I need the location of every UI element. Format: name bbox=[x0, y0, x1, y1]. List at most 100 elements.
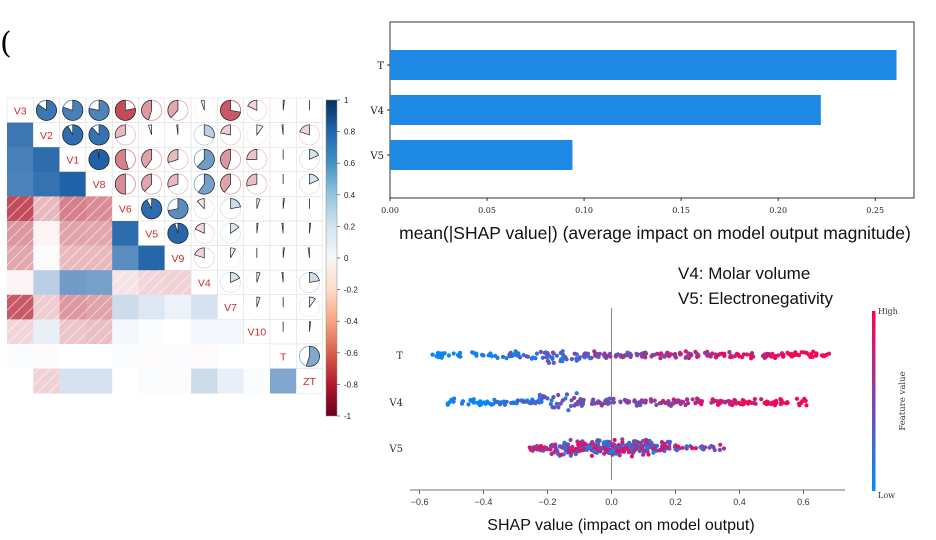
annotation-v5: V5: Electronegativity bbox=[678, 289, 833, 308]
swarm-x-axis-label: SHAP value (impact on model output) bbox=[487, 517, 754, 534]
swarm-point bbox=[531, 399, 536, 404]
corr-pie-outline bbox=[246, 247, 268, 269]
corr-pie bbox=[176, 124, 179, 135]
swarm-point bbox=[718, 399, 723, 404]
corr-pie bbox=[220, 99, 241, 121]
corr-pie bbox=[197, 173, 215, 195]
swarm-point bbox=[708, 354, 713, 359]
corr-pie bbox=[281, 222, 284, 234]
swarm-point bbox=[611, 396, 616, 401]
corr-variable-label: V1 bbox=[66, 155, 79, 167]
corr-cell-lower bbox=[243, 344, 271, 369]
swarm-point bbox=[442, 351, 447, 356]
swarm-point bbox=[500, 354, 506, 359]
swarm-point bbox=[680, 445, 685, 450]
swarm-point bbox=[778, 397, 783, 402]
corr-pie bbox=[281, 272, 284, 283]
swarm-point bbox=[769, 354, 774, 359]
swarm-point bbox=[521, 399, 526, 404]
corr-cell-hatch bbox=[7, 294, 34, 320]
corr-cell-diagonal bbox=[296, 368, 323, 394]
corr-pie bbox=[247, 99, 258, 111]
swarm-point bbox=[553, 444, 558, 449]
swarm-point bbox=[436, 355, 441, 360]
shap-bar bbox=[390, 50, 897, 80]
corr-colorbar-tick-label: 0.6 bbox=[344, 159, 356, 168]
swarm-point bbox=[659, 446, 665, 451]
swarm-point bbox=[693, 400, 698, 405]
swarm-point bbox=[528, 447, 533, 452]
swarm-point bbox=[561, 355, 566, 360]
swarm-point bbox=[601, 442, 607, 447]
swarm-colorbar-title: Feature value bbox=[898, 371, 908, 430]
swarm-point bbox=[550, 405, 555, 410]
swarm-point bbox=[766, 352, 771, 357]
corr-pie bbox=[62, 124, 84, 146]
swarm-point bbox=[651, 450, 656, 455]
swarm-point bbox=[709, 400, 714, 405]
corr-pie bbox=[230, 247, 236, 259]
swarm-point bbox=[642, 448, 647, 453]
bar-category-label: T bbox=[377, 61, 384, 72]
swarm-point bbox=[662, 441, 667, 446]
corr-pie bbox=[114, 124, 126, 139]
corr-pie bbox=[88, 149, 110, 170]
corr-colorbar-tick-label: 0 bbox=[344, 254, 349, 263]
corr-cell-lower bbox=[270, 368, 297, 394]
swarm-point bbox=[598, 449, 603, 454]
swarm-point bbox=[430, 352, 435, 357]
swarm-point bbox=[616, 449, 621, 454]
swarm-point bbox=[611, 400, 616, 405]
swarm-point bbox=[558, 401, 563, 406]
swarm-point bbox=[549, 398, 554, 403]
corr-pie bbox=[246, 149, 258, 160]
corr-cell-hatch bbox=[7, 196, 34, 222]
corr-pie bbox=[36, 99, 57, 121]
swarm-point bbox=[582, 442, 587, 447]
swarm-point bbox=[548, 447, 553, 452]
corr-cell-lower bbox=[217, 319, 244, 345]
swarm-point bbox=[550, 355, 555, 360]
swarm-point bbox=[485, 399, 490, 404]
swarm-point bbox=[675, 444, 681, 449]
swarm-point bbox=[560, 359, 565, 364]
swarm-point bbox=[565, 442, 570, 447]
swarm-point bbox=[752, 400, 757, 406]
corr-pie bbox=[148, 124, 152, 136]
swarm-point bbox=[648, 397, 654, 402]
corr-cell-hatch bbox=[85, 196, 113, 222]
shap-bar bbox=[390, 95, 821, 125]
swarm-point bbox=[712, 447, 717, 453]
corr-pie bbox=[230, 222, 240, 234]
corr-pie bbox=[246, 173, 258, 187]
corr-pie bbox=[230, 198, 241, 210]
swarm-point bbox=[546, 354, 552, 359]
swarm-point bbox=[639, 442, 644, 448]
swarm-point bbox=[579, 403, 585, 408]
swarm-point bbox=[703, 445, 708, 450]
corr-variable-label: V3 bbox=[14, 105, 27, 117]
corr-cell-lower bbox=[112, 221, 139, 246]
corr-pie bbox=[194, 222, 205, 234]
swarm-point bbox=[458, 350, 463, 355]
swarm-point bbox=[597, 351, 602, 356]
swarm-x-tick-label: −0.4 bbox=[475, 497, 493, 507]
swarm-point bbox=[634, 351, 639, 356]
swarm-point bbox=[559, 452, 564, 457]
swarm-point bbox=[509, 400, 514, 406]
swarm-point bbox=[481, 353, 486, 358]
corr-pie bbox=[282, 198, 285, 209]
corr-pie bbox=[196, 149, 215, 170]
swarm-colorbar-low-label: Low bbox=[878, 491, 895, 500]
swarm-point bbox=[690, 446, 695, 451]
swarm-point bbox=[538, 349, 544, 354]
swarm-point bbox=[546, 360, 552, 365]
swarm-point bbox=[612, 437, 617, 443]
corr-cell-lower bbox=[33, 270, 60, 296]
swarm-point bbox=[570, 444, 575, 449]
corr-variable-label: V4 bbox=[198, 278, 211, 290]
swarm-point bbox=[555, 449, 560, 454]
corr-pie bbox=[220, 149, 231, 170]
corr-cell-lower bbox=[59, 368, 87, 394]
swarm-point bbox=[663, 446, 669, 451]
